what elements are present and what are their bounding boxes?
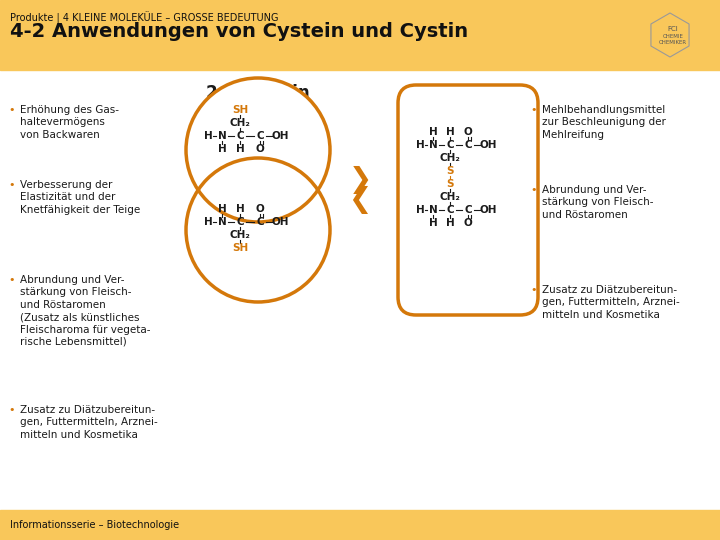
- Text: Cystin: Cystin: [438, 84, 498, 102]
- Text: N: N: [428, 140, 437, 150]
- Text: SH: SH: [232, 105, 248, 115]
- Text: H: H: [446, 218, 454, 228]
- Bar: [0, 0, 720, 70]
- Text: SH: SH: [232, 243, 248, 253]
- Text: Mehlbehandlungsmittel
zur Beschleunigung der
Mehlreifung: Mehlbehandlungsmittel zur Beschleunigung…: [542, 105, 666, 140]
- Text: N: N: [217, 217, 226, 227]
- Text: C: C: [446, 205, 454, 215]
- Text: ❮: ❮: [348, 186, 372, 214]
- Text: •: •: [8, 275, 14, 285]
- Text: ❯: ❯: [348, 166, 372, 194]
- Text: O: O: [256, 204, 264, 214]
- Text: H: H: [235, 144, 244, 154]
- Text: H: H: [217, 204, 226, 214]
- Text: OH: OH: [480, 140, 497, 150]
- Text: OH: OH: [271, 131, 289, 141]
- Text: H: H: [204, 131, 212, 141]
- Text: •: •: [8, 105, 14, 115]
- Text: N: N: [428, 205, 437, 215]
- Text: CH₂: CH₂: [440, 153, 460, 163]
- Text: H: H: [204, 217, 212, 227]
- Text: S: S: [446, 166, 454, 176]
- Text: Abrundung und Ver-
stärkung von Fleisch-
und Röstaromen
(Zusatz als künstliches
: Abrundung und Ver- stärkung von Fleisch-…: [20, 275, 150, 347]
- Text: C: C: [464, 205, 472, 215]
- Text: N: N: [217, 131, 226, 141]
- Text: S: S: [446, 179, 454, 189]
- Text: O: O: [464, 218, 472, 228]
- Text: C: C: [446, 140, 454, 150]
- Text: CH₂: CH₂: [230, 230, 251, 240]
- Text: C: C: [256, 131, 264, 141]
- Text: Informationsserie – Biotechnologie: Informationsserie – Biotechnologie: [10, 520, 179, 530]
- Text: Abrundung und Ver-
stärkung von Fleisch-
und Röstaromen: Abrundung und Ver- stärkung von Fleisch-…: [542, 185, 654, 220]
- Text: •: •: [8, 405, 14, 415]
- Bar: [0, 510, 720, 540]
- Text: •: •: [8, 180, 14, 190]
- Text: H: H: [217, 144, 226, 154]
- Text: C: C: [464, 140, 472, 150]
- Text: CHEMIE: CHEMIE: [662, 35, 683, 39]
- Text: C: C: [236, 131, 244, 141]
- Text: OH: OH: [271, 217, 289, 227]
- Text: H: H: [415, 205, 424, 215]
- Text: H: H: [415, 140, 424, 150]
- FancyBboxPatch shape: [398, 85, 538, 315]
- Text: Zusatz zu Diätzubereitun-
gen, Futtermitteln, Arznei-
mitteln und Kosmetika: Zusatz zu Diätzubereitun- gen, Futtermit…: [20, 405, 158, 440]
- Text: H: H: [428, 127, 437, 137]
- Text: •: •: [530, 285, 536, 295]
- Text: O: O: [256, 144, 264, 154]
- Circle shape: [186, 78, 330, 222]
- Text: Erhöhung des Gas-
haltevermögens
von Backwaren: Erhöhung des Gas- haltevermögens von Bac…: [20, 105, 119, 140]
- Text: Zusatz zu Diätzubereitun-
gen, Futtermitteln, Arznei-
mitteln und Kosmetika: Zusatz zu Diätzubereitun- gen, Futtermit…: [542, 285, 680, 320]
- Text: 4-2 Anwendungen von Cystein und Cystin: 4-2 Anwendungen von Cystein und Cystin: [10, 22, 468, 41]
- Text: C: C: [236, 217, 244, 227]
- Text: Produkte | 4 KLEINE MOLEKÜLE – GROSSE BEDEUTUNG: Produkte | 4 KLEINE MOLEKÜLE – GROSSE BE…: [10, 12, 279, 24]
- Text: CHEMIKER: CHEMIKER: [659, 40, 687, 45]
- Text: C: C: [256, 217, 264, 227]
- Text: H: H: [446, 127, 454, 137]
- Text: •: •: [530, 105, 536, 115]
- Text: FCI: FCI: [667, 26, 678, 32]
- Text: CH₂: CH₂: [440, 192, 460, 202]
- Text: •: •: [530, 185, 536, 195]
- Text: O: O: [464, 127, 472, 137]
- Circle shape: [186, 158, 330, 302]
- Text: 2 x Cystein: 2 x Cystein: [206, 84, 310, 102]
- Text: Verbesserung der
Elastizität und der
Knetfähigkeit der Teige: Verbesserung der Elastizität und der Kne…: [20, 180, 140, 215]
- Text: H: H: [235, 204, 244, 214]
- Text: CH₂: CH₂: [230, 118, 251, 128]
- Text: OH: OH: [480, 205, 497, 215]
- Text: H: H: [428, 218, 437, 228]
